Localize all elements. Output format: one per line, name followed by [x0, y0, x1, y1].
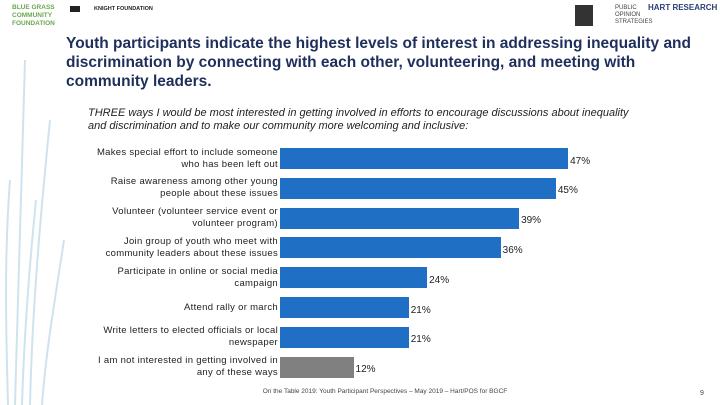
category-label: Attend rally or march: [184, 301, 278, 313]
category-label: Makes special effort to include someone …: [96, 146, 278, 170]
bar: [280, 267, 428, 289]
bar: [280, 207, 520, 229]
logo-knight: KNIGHT FOUNDATION: [70, 6, 174, 12]
title: Youth participants indicate the highest …: [66, 35, 691, 90]
value-label: 39%: [521, 215, 542, 227]
value-label: 45%: [557, 185, 578, 197]
category-label: I am not interested in getting involved …: [97, 355, 278, 379]
page-number: 9: [700, 390, 704, 397]
bar: [280, 356, 354, 378]
bar: [280, 326, 409, 348]
bar: [280, 297, 409, 318]
grass-decoration: [5, 59, 65, 405]
value-label: 24%: [429, 274, 450, 286]
value-label: 47%: [570, 155, 591, 167]
category-label: Join group of youth who meet with commun…: [105, 235, 278, 259]
bar: [280, 148, 569, 169]
subtitle: THREE ways I would be most interested in…: [88, 107, 629, 132]
value-label: 12%: [355, 364, 376, 376]
logo-pos: PUBLIC OPINION STRATEGIES: [575, 5, 653, 26]
bar: [280, 177, 556, 199]
category-label: Raise awareness among other young people…: [110, 176, 278, 200]
value-label: 21%: [410, 334, 431, 346]
value-label: 21%: [410, 304, 431, 316]
category-label: Write letters to elected officials or lo…: [103, 325, 278, 349]
bar: [280, 237, 501, 259]
logo-left: BLUE GRASS COMMUNITY FOUNDATION: [12, 4, 55, 27]
category-label: Participate in online or social media ca…: [117, 265, 278, 289]
value-label: 36%: [502, 244, 523, 256]
category-label: Volunteer (volunteer service event or vo…: [112, 206, 278, 230]
footer-source: On the Table 2019: Youth Participant Per…: [262, 388, 508, 395]
logo-hart: HART RESEARCH: [648, 3, 718, 12]
